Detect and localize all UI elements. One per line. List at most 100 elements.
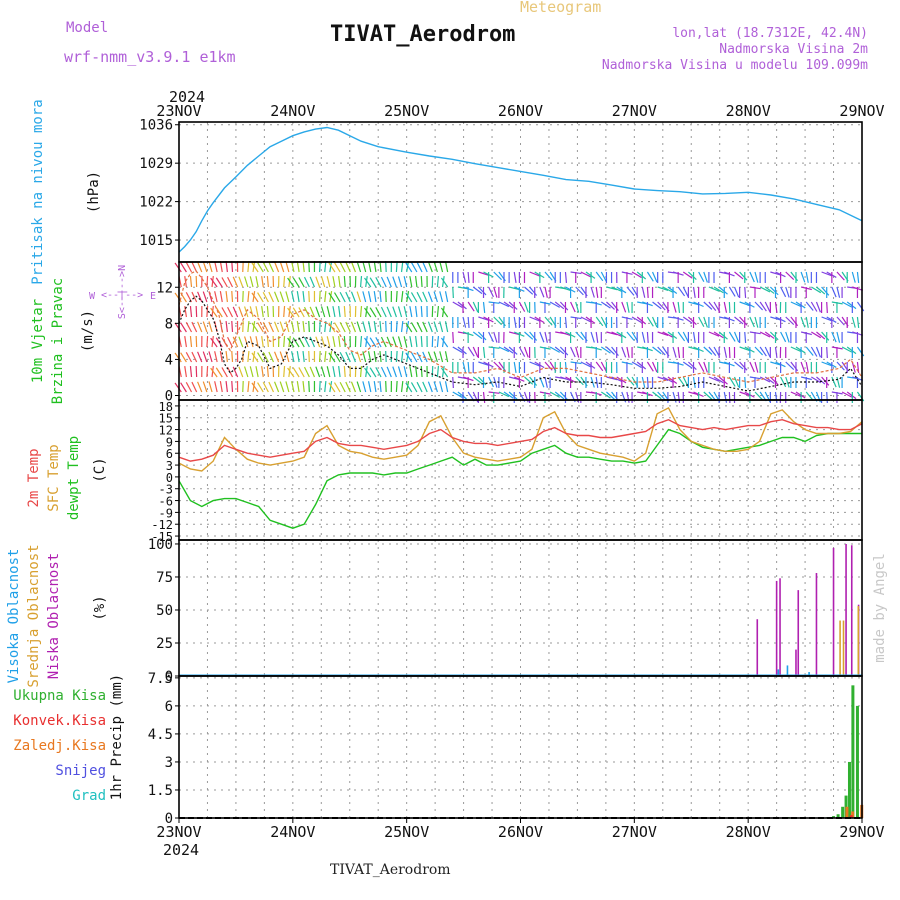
wind-barb [206,365,209,378]
wind-barb [682,361,693,369]
wind-barb [225,321,228,333]
wind-barb [718,376,728,385]
wind-barb [364,307,372,318]
total_precip-bar [855,705,859,818]
wind-barb [292,277,300,288]
wind-barb [440,307,449,318]
wind-barb [488,376,494,388]
wind-barb [444,321,449,333]
wind-barb [856,301,865,312]
wind-barb [197,381,203,393]
wind-barb [692,331,696,343]
wind-barb [191,351,198,363]
wind-barb [677,331,686,342]
wind-barb [318,380,321,393]
wind-barb [227,306,234,318]
wind-barb [333,352,341,363]
wind-barb [713,376,724,384]
wind-barb [759,331,771,338]
wind-barb [225,381,228,393]
wind-barb [379,320,382,333]
total_precip-bar [847,761,851,818]
wind-barb [549,301,560,308]
wind-barb [362,291,367,303]
footer-station: TIVAT_Aerodrom [330,862,451,878]
wind-barb [564,361,568,374]
wind-barb [422,261,428,273]
wind-barb [698,361,705,372]
wind-barb [215,367,223,378]
wind-barb [409,276,413,288]
wind-barb [728,376,736,387]
y-tick-label: 6 [166,447,173,461]
wind-barb [251,352,259,363]
wind-barb [225,291,228,303]
wind-barb [585,316,596,324]
x-tick-label-top: 24NOV [270,102,315,120]
wind-barb [554,346,565,355]
wind-barb [189,335,193,348]
wind-barb [672,391,677,403]
wind-barb [422,321,428,333]
wind-barb [174,322,182,333]
wind-barb [273,321,280,333]
wind-barb [600,316,607,328]
wind-barb [219,351,223,363]
wind-barb [800,316,806,328]
wind-barb [544,331,548,343]
wind-barb [580,316,591,323]
wind-barb [539,286,545,298]
temp-unit: (C) [92,457,108,482]
wind-barb [472,286,483,295]
wind-barb [810,301,818,312]
model-label: Model [66,20,109,36]
wind-barb [332,306,336,318]
wind-barb [482,346,486,359]
wind-barb [397,336,403,348]
x-tick-label-top: 25NOV [384,102,429,120]
wind-barb [657,331,669,337]
wind-barb [651,316,658,328]
wind-barb [333,292,341,303]
wind-barb [713,286,724,294]
wind-barb [339,321,346,333]
y-tick-label: 0 [165,388,173,404]
wind-barb [409,306,413,318]
wind-barb [764,331,775,339]
x-tick-label-top: 26NOV [498,102,543,120]
wind-barb [231,290,234,303]
wind-barb [420,275,423,288]
wind-barb [595,376,599,388]
wind-barb [529,316,541,322]
wind-barb [180,322,187,333]
station-title: TIVAT_Aerodrom [330,22,516,47]
wind-barb [549,391,560,398]
wind-barb [811,331,822,339]
wind-barb [362,321,367,333]
wind-barb [841,346,853,353]
wind-barb [831,331,837,343]
wind-barb [251,262,259,273]
wind-barb [191,291,198,303]
wind-barb [189,275,193,288]
y-tick-label: 75 [156,570,173,586]
wind-barb [219,381,223,393]
wind-barb [785,286,790,298]
t2m-line [178,418,863,462]
wind-barb [427,351,433,363]
total_precip-bar [832,816,836,818]
total_precip-bar [851,685,855,818]
wind-barb [677,286,686,297]
wind-barb [392,336,397,348]
y-tick-label: 4 [165,352,173,368]
wind-barb [268,381,275,393]
precip-legend-5: Grad [72,788,106,804]
wind-barb [339,291,346,303]
wind-barb [215,277,223,288]
wind-barb [703,346,713,355]
cloud-unit: (%) [92,595,108,620]
wind-barb [400,261,404,273]
wind-barb [559,301,569,311]
wind-barb [328,292,336,303]
wind-barb [309,336,316,348]
